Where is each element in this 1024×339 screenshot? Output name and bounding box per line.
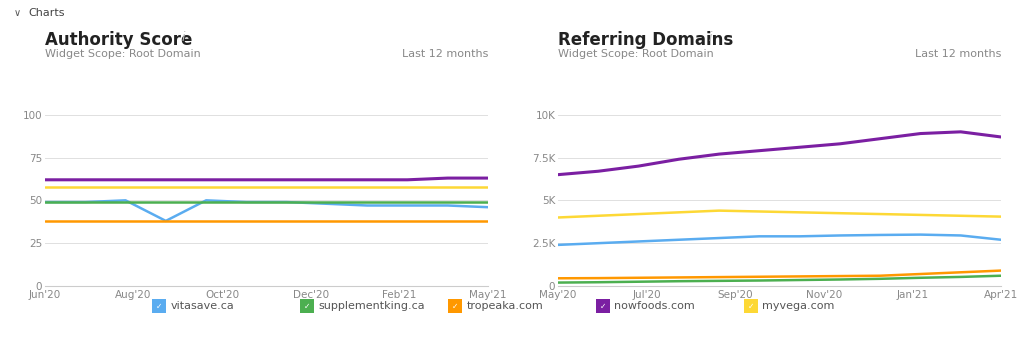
Text: Charts: Charts [29,7,66,18]
Text: ✓: ✓ [156,301,163,311]
Text: ∨: ∨ [13,7,20,18]
Text: nowfoods.com: nowfoods.com [614,301,695,311]
Text: Last 12 months: Last 12 months [914,49,1001,59]
Text: myvega.com: myvega.com [762,301,835,311]
Text: supplementking.ca: supplementking.ca [318,301,425,311]
Text: i: i [181,31,184,44]
Text: ✓: ✓ [749,301,755,311]
Text: Authority Score: Authority Score [45,31,193,49]
Text: i: i [709,31,712,44]
Text: Referring Domains: Referring Domains [558,31,733,49]
Text: ✓: ✓ [304,301,310,311]
Text: Widget Scope: Root Domain: Widget Scope: Root Domain [558,49,714,59]
Text: tropeaka.com: tropeaka.com [466,301,543,311]
Text: vitasave.ca: vitasave.ca [170,301,234,311]
Text: ✓: ✓ [452,301,459,311]
Text: Widget Scope: Root Domain: Widget Scope: Root Domain [45,49,201,59]
Text: ✓: ✓ [600,301,606,311]
Text: Last 12 months: Last 12 months [401,49,488,59]
